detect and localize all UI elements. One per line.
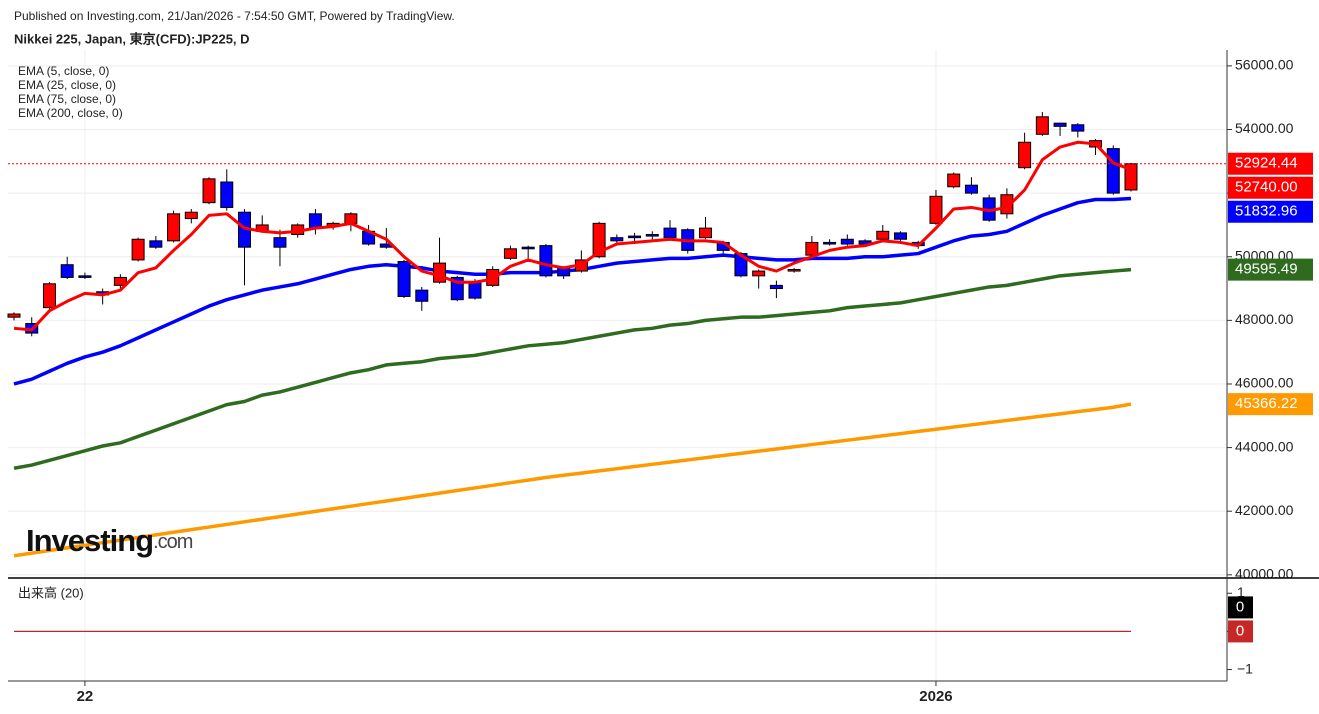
price-label-box — [1228, 200, 1313, 223]
candle-body — [78, 275, 92, 278]
candle-body — [149, 240, 163, 248]
candle-body — [876, 230, 890, 240]
x-tick-label: 2026 — [919, 688, 952, 705]
price-label: 49595.49 — [1235, 261, 1298, 278]
candle-body — [397, 261, 411, 298]
candle-body — [7, 313, 21, 318]
candle-body — [415, 289, 429, 302]
price-label: 52924.44 — [1235, 155, 1298, 172]
logo: Investing.com — [26, 523, 193, 558]
symbol-title: Nikkei 225, Japan, 東京(CFD):JP225, D — [14, 31, 250, 46]
price-label-box — [1228, 152, 1313, 175]
candle-body — [42, 283, 56, 309]
ema-line — [13, 196, 1132, 386]
candle-body — [805, 241, 819, 256]
candle-body — [1053, 122, 1067, 127]
volume-tick-label: −1 — [1237, 660, 1253, 676]
plot-area: 40000.00 42000.00 44000.00 46000.00 48000.00… — [7, 50, 1319, 705]
candle-body — [539, 245, 553, 277]
candle-body — [858, 240, 872, 245]
logo-suffix: .com — [153, 531, 193, 553]
candle-body — [823, 241, 837, 245]
legend-entry: EMA (200, close, 0) — [18, 106, 123, 120]
candle-body — [308, 213, 322, 229]
candle-body — [131, 238, 145, 261]
price-label: 45366.22 — [1235, 395, 1298, 412]
legend-entry: EMA (5, close, 0) — [18, 64, 109, 78]
candle-body — [769, 284, 783, 290]
candle-body — [184, 211, 198, 220]
candle-body — [947, 173, 961, 188]
candle-body — [503, 248, 517, 259]
candle-body — [433, 262, 447, 283]
price-label-box — [1228, 258, 1313, 281]
price-label-box — [1228, 176, 1313, 199]
legend-entry: EMA (25, close, 0) — [18, 78, 116, 92]
candle-body — [610, 237, 624, 242]
volume-value-label: 0 — [1236, 598, 1244, 615]
volume-value-label: 0 — [1236, 622, 1244, 639]
volume-label-box — [1228, 596, 1253, 619]
candle-body — [698, 227, 712, 239]
price-label: 52740.00 — [1235, 179, 1298, 196]
legend-entry: EMA (75, close, 0) — [18, 92, 116, 106]
x-tick-label: 22 — [77, 688, 94, 705]
y-tick-label: 40000.00 — [1235, 566, 1294, 582]
candle-body — [113, 276, 127, 286]
logo-brand: Investing — [26, 523, 153, 558]
candle-body — [468, 281, 482, 299]
candle-body — [1035, 116, 1049, 135]
y-tick-label: 44000.00 — [1235, 438, 1294, 454]
candle-body — [645, 233, 659, 237]
ema-line — [13, 267, 1132, 470]
candle-body — [1071, 124, 1085, 132]
price-label-box — [1228, 393, 1313, 416]
volume-label: 出来高 (20) — [18, 585, 84, 600]
candle-body — [1018, 141, 1032, 169]
volume-tick-label: 1 — [1237, 584, 1245, 600]
candle-body — [60, 264, 74, 278]
y-tick-label: 54000.00 — [1235, 120, 1294, 136]
ema-line — [13, 402, 1132, 558]
candle-body — [167, 213, 181, 242]
ema-line — [13, 140, 1132, 332]
published-note: Published on Investing.com, 21/Jan/2026 … — [14, 9, 455, 23]
candle-body — [929, 195, 943, 224]
y-tick-label: 42000.00 — [1235, 502, 1294, 518]
candle-body — [787, 268, 801, 272]
candle-body — [840, 238, 854, 245]
candle-body — [273, 237, 287, 248]
candle-body — [1124, 163, 1138, 191]
candle-body — [1106, 148, 1120, 194]
candle-body — [202, 178, 216, 204]
candle-body — [220, 181, 234, 208]
candle-body — [521, 246, 535, 250]
candle-body — [628, 235, 642, 239]
price-label: 51832.96 — [1235, 203, 1298, 220]
volume-label-box — [1228, 620, 1253, 643]
candle-body — [964, 184, 978, 194]
candle-body — [663, 227, 677, 239]
candle-body — [752, 270, 766, 277]
y-tick-label: 46000.00 — [1235, 375, 1294, 391]
candle-body — [592, 222, 606, 258]
y-tick-label: 56000.00 — [1235, 57, 1294, 73]
candle-body — [894, 232, 908, 240]
y-tick-label: 48000.00 — [1235, 311, 1294, 327]
